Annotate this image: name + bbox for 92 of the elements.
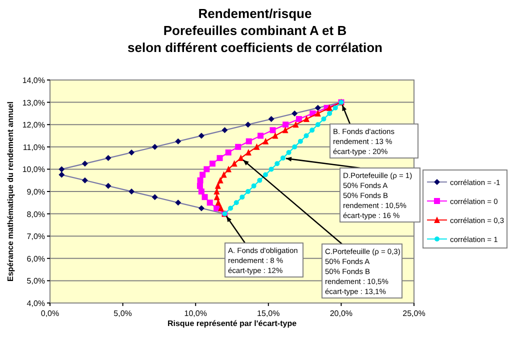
point bbox=[105, 182, 112, 189]
point bbox=[240, 194, 245, 200]
point bbox=[327, 110, 332, 116]
point bbox=[258, 132, 264, 139]
point bbox=[292, 110, 298, 116]
point bbox=[198, 132, 204, 139]
point bbox=[257, 178, 262, 183]
point bbox=[197, 177, 204, 184]
y-tick-label: 4,0% bbox=[26, 299, 45, 308]
point bbox=[298, 138, 303, 144]
x-axis-title: Risque représenté par l'écart-type bbox=[167, 319, 298, 328]
point bbox=[246, 138, 252, 144]
point bbox=[235, 144, 242, 150]
point bbox=[280, 156, 286, 161]
y-tick-label: 8,0% bbox=[26, 210, 45, 219]
point bbox=[202, 194, 208, 200]
point bbox=[216, 155, 223, 162]
point bbox=[175, 138, 182, 144]
point bbox=[214, 188, 220, 194]
point bbox=[246, 189, 251, 194]
point bbox=[214, 194, 220, 200]
point bbox=[282, 126, 288, 134]
point bbox=[200, 172, 206, 178]
y-tick-label: 7,0% bbox=[26, 232, 45, 242]
point bbox=[286, 150, 292, 155]
point bbox=[310, 128, 315, 133]
point bbox=[332, 105, 338, 110]
point bbox=[82, 160, 88, 167]
point bbox=[274, 161, 280, 166]
x-tick-label: 10,0% bbox=[184, 309, 207, 318]
x-tick-label: 0,0% bbox=[40, 309, 60, 318]
point bbox=[222, 127, 228, 134]
point bbox=[326, 104, 332, 111]
point bbox=[228, 206, 234, 211]
point bbox=[209, 160, 216, 167]
point bbox=[296, 116, 302, 122]
point bbox=[214, 182, 221, 189]
point bbox=[225, 149, 232, 156]
point bbox=[254, 143, 260, 150]
point bbox=[268, 166, 274, 172]
y-tick-label: 14,0% bbox=[22, 76, 45, 85]
point bbox=[314, 104, 321, 111]
point bbox=[272, 132, 278, 139]
y-tick-label: 11,0% bbox=[22, 142, 45, 152]
point bbox=[220, 171, 227, 178]
point bbox=[231, 160, 238, 167]
point bbox=[251, 183, 256, 188]
y-tick-label: 10,0% bbox=[22, 165, 45, 174]
point bbox=[234, 200, 239, 206]
point bbox=[292, 144, 298, 150]
point bbox=[315, 122, 320, 128]
point bbox=[152, 144, 158, 150]
chart-title: Rendement/risque Porefeuilles combinant A et B selon différent coefficients de corrélation bbox=[128, 6, 383, 55]
point bbox=[128, 149, 135, 156]
point bbox=[204, 166, 210, 172]
point bbox=[270, 127, 276, 134]
point bbox=[82, 177, 88, 184]
y-axis-title: Espérance mathématique du rendement annuel bbox=[6, 101, 15, 282]
y-tick-label: 12,0% bbox=[22, 120, 45, 130]
x-tick-label: 20,0% bbox=[330, 309, 353, 318]
y-tick-label: 6,0% bbox=[26, 254, 45, 264]
point bbox=[217, 176, 224, 184]
x-tick-label: 15,0% bbox=[257, 309, 280, 318]
point bbox=[245, 148, 252, 156]
point bbox=[292, 121, 299, 128]
point bbox=[304, 116, 310, 122]
point bbox=[245, 122, 252, 128]
point bbox=[262, 172, 268, 178]
x-tick-label: 5,0% bbox=[114, 309, 132, 318]
point bbox=[198, 188, 204, 194]
point bbox=[304, 133, 309, 138]
y-tick-label: 9,0% bbox=[26, 188, 45, 196]
point bbox=[226, 166, 232, 172]
point bbox=[105, 155, 112, 162]
point bbox=[238, 154, 244, 162]
point bbox=[128, 188, 135, 194]
point bbox=[262, 138, 269, 144]
point bbox=[58, 166, 65, 172]
point bbox=[198, 205, 204, 212]
point bbox=[282, 122, 289, 128]
point bbox=[152, 194, 158, 200]
point bbox=[175, 200, 182, 206]
point bbox=[58, 172, 65, 178]
point bbox=[206, 200, 213, 206]
y-tick-label: 5,0% bbox=[26, 276, 45, 286]
y-tick-label: 13,0% bbox=[22, 98, 45, 108]
x-tick-label: 25,0% bbox=[402, 309, 426, 318]
point bbox=[321, 116, 326, 122]
point bbox=[268, 116, 274, 122]
point bbox=[314, 110, 321, 116]
point bbox=[218, 204, 224, 212]
point bbox=[215, 199, 222, 206]
